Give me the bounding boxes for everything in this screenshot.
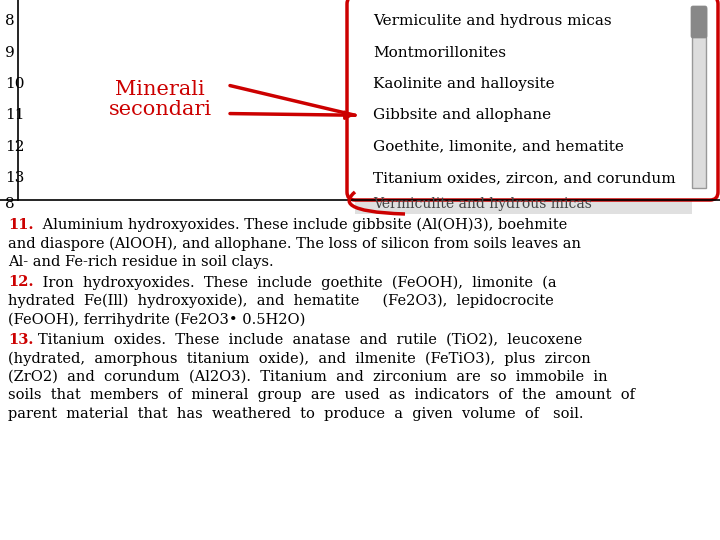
Text: Kaolinite and halloysite: Kaolinite and halloysite (373, 77, 554, 91)
Bar (355, 194, 692, 214)
Text: 12: 12 (5, 139, 24, 153)
Text: Vermiculite and hydrous micas: Vermiculite and hydrous micas (373, 197, 592, 211)
Text: soils  that  members  of  mineral  group  are  used  as  indicators  of  the  am: soils that members of mineral group are … (8, 388, 635, 402)
Text: 12.: 12. (8, 275, 34, 289)
Text: hydrated  Fe(Ill)  hydroxyoxide),  and  hematite     (Fe2O3),  lepidocrocite: hydrated Fe(Ill) hydroxyoxide), and hema… (8, 294, 554, 308)
Text: Vermiculite and hydrous micas: Vermiculite and hydrous micas (373, 14, 611, 28)
Text: 8: 8 (5, 14, 14, 28)
Text: (FeOOH), ferrihydrite (Fe2O3• 0.5H2O): (FeOOH), ferrihydrite (Fe2O3• 0.5H2O) (8, 313, 305, 327)
Bar (692, 8, 706, 188)
Text: 13.: 13. (8, 333, 33, 347)
Text: Al- and Fe-rich residue in soil clays.: Al- and Fe-rich residue in soil clays. (8, 255, 274, 269)
Text: secondari: secondari (109, 100, 212, 119)
Text: Titanium oxides, zircon, and corundum: Titanium oxides, zircon, and corundum (373, 171, 675, 185)
Text: 10: 10 (5, 77, 24, 91)
Text: (hydrated,  amorphous  titanium  oxide),  and  ilmenite  (FeTiO3),  plus  zircon: (hydrated, amorphous titanium oxide), an… (8, 352, 590, 366)
Text: Iron  hydroxyoxides.  These  include  goethite  (FeOOH),  limonite  (a: Iron hydroxyoxides. These include goethi… (38, 275, 557, 290)
Text: Montmorillonites: Montmorillonites (373, 45, 506, 59)
Text: 11.: 11. (8, 218, 34, 232)
Text: and diaspore (AlOOH), and allophane. The loss of silicon from soils leaves an: and diaspore (AlOOH), and allophane. The… (8, 237, 581, 251)
FancyBboxPatch shape (347, 0, 718, 200)
Text: 11: 11 (5, 108, 24, 122)
Text: Titanium  oxides.  These  include  anatase  and  rutile  (TiO2),  leucoxene: Titanium oxides. These include anatase a… (38, 333, 582, 347)
FancyBboxPatch shape (691, 6, 707, 38)
Text: parent  material  that  has  weathered  to  produce  a  given  volume  of   soil: parent material that has weathered to pr… (8, 407, 583, 421)
Text: Aluminium hydroxyoxides. These include gibbsite (Al(OH)3), boehmite: Aluminium hydroxyoxides. These include g… (38, 218, 567, 232)
Text: 9: 9 (5, 45, 14, 59)
Text: Goethite, limonite, and hematite: Goethite, limonite, and hematite (373, 139, 624, 153)
Text: 8: 8 (5, 197, 14, 211)
Text: 13: 13 (5, 171, 24, 185)
Text: (ZrO2)  and  corundum  (Al2O3).  Titanium  and  zirconium  are  so  immobile  in: (ZrO2) and corundum (Al2O3). Titanium an… (8, 370, 608, 384)
Text: Minerali: Minerali (115, 80, 205, 99)
Text: Gibbsite and allophane: Gibbsite and allophane (373, 108, 551, 122)
